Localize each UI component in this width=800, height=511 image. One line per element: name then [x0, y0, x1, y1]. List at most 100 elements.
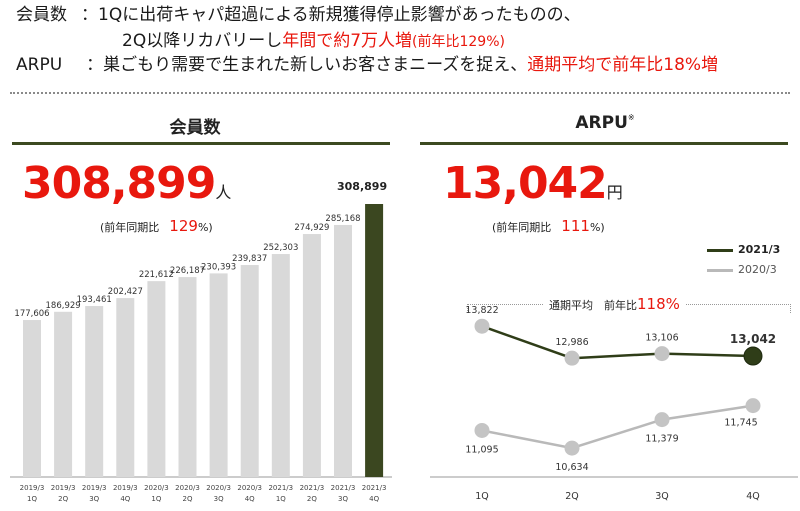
bar-tick-quarter-10: 2Q: [307, 495, 317, 503]
bar-tick-year-8: 2020/3: [237, 484, 262, 492]
members-yoy-suffix: %): [197, 221, 213, 234]
arpu-title-note: ※: [627, 113, 635, 122]
legend-label-2020: 2020/3: [738, 263, 777, 276]
bar-6: [178, 277, 197, 477]
arpu-yoy: (前年同期比 111%): [492, 216, 605, 235]
header-sep-1: ：: [81, 5, 98, 25]
bar-12: [365, 204, 384, 477]
legend-swatch-2021: [707, 248, 733, 252]
bar-tick-year-3: 2019/3: [82, 484, 107, 492]
bar-8: [240, 265, 259, 477]
bar-tick-quarter-9: 1Q: [276, 495, 286, 503]
bar-tick-quarter-2: 2Q: [58, 495, 68, 503]
bar-tick-year-1: 2019/3: [20, 484, 45, 492]
line-tick-1Q: 1Q: [475, 491, 489, 502]
members-yoy-value: 129: [169, 217, 198, 235]
bar-tick-year-2: 2019/3: [51, 484, 76, 492]
bar-7: [209, 273, 228, 477]
bar-highlight-label: 308,899: [337, 180, 388, 193]
bar-tick-year-4: 2019/3: [113, 484, 138, 492]
arpu-title-underline: [420, 142, 788, 145]
line-point-2021-3-2Q: [564, 350, 580, 366]
arpu-big-number: 13,042円: [443, 158, 623, 209]
bar-value-label-7: 230,393: [201, 262, 236, 272]
line-series-2021-3: [481, 325, 754, 360]
members-yoy: (前年同期比 129%): [100, 216, 213, 235]
bar-tick-quarter-11: 3Q: [338, 495, 348, 503]
bar-tick-quarter-8: 4Q: [245, 495, 255, 503]
line-point-2021-3-1Q: [474, 318, 490, 334]
bar-1: [23, 320, 41, 477]
bar-tick-year-12: 2021/3: [362, 484, 387, 492]
members-bar-chart: 177,606 2019/3 1Q 186,929 2019/3 2Q 193,461 201…: [10, 204, 392, 503]
legend-swatch-2020: [707, 268, 733, 272]
header-line2-red: 年間で約7万人増: [282, 31, 413, 51]
line-series-2020-3: [481, 404, 754, 450]
bar-tick-quarter-6: 2Q: [183, 495, 193, 503]
bar-value-label-6: 226,187: [170, 266, 205, 276]
line-point-2020-3-1Q: [474, 422, 490, 438]
line-tick-2Q: 2Q: [565, 491, 579, 502]
header-line3-red: 通期平均で前年比18%増: [527, 55, 719, 75]
bar-9: [271, 254, 290, 477]
bar-5: [147, 281, 166, 477]
header-sep-3: ：: [86, 55, 104, 75]
arpu-line-chart: 1Q 2Q 3Q 4Q 11,095 10,634 11,379 11,745 13,822 12…: [430, 305, 798, 502]
members-big-number: 308,899人: [22, 158, 231, 209]
header-line2-text: 2Q以降リカバリーし: [122, 31, 283, 51]
header-line3-text: 巣ごもり需要で生まれた新しいお客さまニーズを捉え、: [103, 55, 528, 75]
arpu-panel-title: ARPU※: [510, 113, 700, 133]
bar-value-label-9: 252,303: [263, 243, 298, 253]
line-point-2020-3-4Q: [745, 398, 761, 414]
line-label-2020-3-3Q: 11,379: [645, 434, 678, 445]
arpu-value: 13,042: [443, 158, 608, 209]
bar-value-label-3: 193,461: [77, 295, 112, 305]
members-title-underline: [12, 142, 390, 145]
bar-tick-year-11: 2021/3: [331, 484, 356, 492]
line-label-2020-3-2Q: 10,634: [555, 462, 588, 473]
bar-tick-year-10: 2021/3: [300, 484, 325, 492]
bar-tick-year-9: 2021/3: [268, 484, 293, 492]
bar-tick-quarter-12: 4Q: [369, 495, 379, 503]
bar-10: [302, 234, 321, 477]
line-point-2020-3-2Q: [564, 440, 580, 456]
bar-value-label-10: 274,929: [294, 223, 329, 233]
bar-tick-quarter-1: 1Q: [27, 495, 37, 503]
bar-11: [334, 224, 352, 477]
header-arpu-label: ARPU: [16, 55, 63, 75]
line-label-2020-3-4Q: 11,745: [724, 418, 757, 429]
bar-value-label-4: 202,427: [108, 287, 143, 297]
line-label-2021-3-4Q: 13,042: [730, 332, 776, 346]
arpu-yoy-suffix: %): [589, 221, 605, 234]
annual-average-annotation: 通期平均 前年比118%: [543, 294, 686, 313]
bar-value-label-11: 285,168: [325, 214, 360, 224]
members-total-value: 308,899: [22, 158, 216, 209]
bar-tick-year-6: 2020/3: [175, 484, 200, 492]
line-label-2020-3-1Q: 11,095: [465, 444, 498, 455]
header-divider: [10, 92, 790, 94]
annual-average-value: 118%: [637, 295, 680, 313]
line-point-2020-3-3Q: [654, 412, 670, 428]
members-panel-title: 会員数: [169, 118, 221, 138]
arpu-unit: 円: [606, 183, 623, 202]
header-line-2: 2Q以降リカバリーし年間で約7万人増(前年比129%): [122, 30, 505, 53]
header-members-label: 会員数: [16, 5, 67, 25]
bar-tick-quarter-4: 4Q: [120, 495, 130, 503]
arpu-title-text: ARPU: [575, 113, 628, 133]
bar-4: [116, 298, 135, 477]
line-point-2021-3-3Q: [654, 346, 670, 362]
header-line2-red-small: (前年比129%): [412, 34, 505, 50]
bar-tick-quarter-7: 3Q: [214, 495, 224, 503]
bar-value-label-5: 221,612: [139, 270, 174, 280]
header-line-3: ARPU ：巣ごもり需要で生まれた新しいお客さまニーズを捉え、通期平均で前年比18…: [16, 54, 718, 76]
legend-label-2021: 2021/3: [738, 243, 781, 256]
header-line-1: 会員数 ：1Qに出荷キャパ超過による新規獲得停止影響があったものの、: [16, 4, 581, 26]
arpu-yoy-label: (前年同期比: [492, 221, 552, 234]
bar-tick-quarter-5: 1Q: [151, 495, 161, 503]
bar-3: [85, 306, 104, 477]
legend-item-2020: 2020/3: [707, 263, 777, 276]
line-tick-3Q: 3Q: [655, 491, 669, 502]
annual-average-label: 通期平均 前年比: [549, 299, 637, 312]
bar-tick-quarter-3: 3Q: [89, 495, 99, 503]
bar-tick-year-5: 2020/3: [144, 484, 169, 492]
